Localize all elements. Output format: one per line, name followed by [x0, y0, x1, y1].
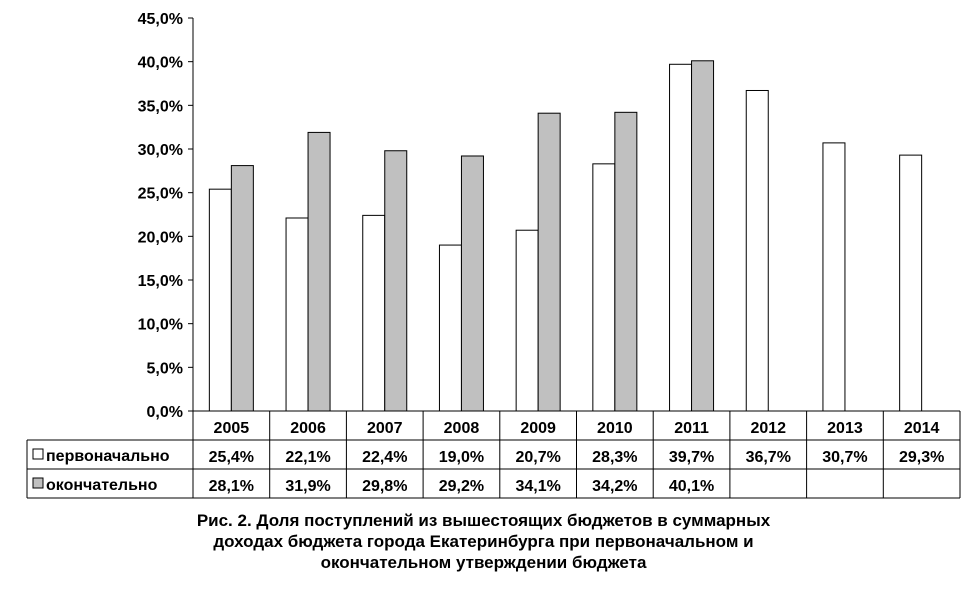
data-label-initial: 25,4% — [209, 449, 254, 466]
bar-final — [460, 155, 484, 412]
data-label-initial: 20,7% — [515, 449, 560, 466]
data-label-final: 29,8% — [362, 478, 407, 495]
y-tick-label: 10,0% — [138, 317, 183, 334]
data-label-final: 34,2% — [592, 478, 637, 495]
caption-line-2: доходах бюджета города Екатеринбурга при… — [213, 532, 754, 551]
x-category-label: 2008 — [444, 420, 480, 437]
x-category-label: 2005 — [214, 420, 250, 437]
data-label-final: 40,1% — [669, 478, 714, 495]
bar-initial — [362, 214, 386, 412]
bar-final — [307, 131, 331, 412]
x-category-label: 2010 — [597, 420, 633, 437]
x-category-label: 2006 — [290, 420, 326, 437]
data-label-initial: 22,4% — [362, 449, 407, 466]
data-label-initial: 29,3% — [899, 449, 944, 466]
y-tick-label: 45,0% — [138, 11, 183, 28]
bar-final — [230, 165, 254, 412]
bar-initial — [899, 154, 923, 412]
y-tick-label: 15,0% — [138, 273, 183, 290]
y-tick-label: 0,0% — [147, 404, 183, 421]
data-label-final: 34,1% — [515, 478, 560, 495]
bar-initial — [822, 142, 846, 412]
x-category-label: 2014 — [904, 420, 940, 437]
bar-initial — [208, 188, 232, 412]
caption-line-3: окончательном утверждении бюджета — [320, 553, 647, 572]
data-label-initial: 39,7% — [669, 449, 714, 466]
y-tick-label: 40,0% — [138, 55, 183, 72]
x-category-label: 2013 — [827, 420, 863, 437]
y-tick-label: 30,0% — [138, 142, 183, 159]
bar-initial — [592, 163, 616, 412]
y-tick-label: 5,0% — [147, 360, 183, 377]
legend-label-initial: первоначально — [46, 448, 170, 465]
data-label-initial: 36,7% — [746, 449, 791, 466]
data-label-initial: 22,1% — [285, 449, 330, 466]
x-category-label: 2011 — [674, 420, 709, 437]
x-category-label: 2009 — [520, 420, 556, 437]
data-label-initial: 28,3% — [592, 449, 637, 466]
data-label-final: 31,9% — [285, 478, 330, 495]
bar-final — [384, 150, 408, 412]
bar-final — [537, 112, 561, 412]
legend-label-final: окончательно — [46, 477, 158, 494]
bar-initial — [438, 244, 462, 412]
y-tick-label: 25,0% — [138, 186, 183, 203]
bar-initial — [745, 89, 769, 412]
bar-initial — [515, 229, 539, 412]
bar-initial — [285, 217, 309, 412]
y-tick-label: 35,0% — [138, 98, 183, 115]
data-label-initial: 19,0% — [439, 449, 484, 466]
bar-final — [691, 60, 715, 412]
data-label-final: 28,1% — [209, 478, 254, 495]
legend-key-final — [32, 477, 44, 489]
x-category-label: 2007 — [367, 420, 403, 437]
data-label-final: 29,2% — [439, 478, 484, 495]
legend-key-initial — [32, 448, 44, 460]
x-category-label: 2012 — [750, 420, 786, 437]
bar-chart: 0,0% 5,0% 10,0% 15,0% 20,0% 25,0% 30,0% 35,0% 40… — [26, 11, 961, 499]
data-label-initial: 30,7% — [822, 449, 867, 466]
figure-caption: Рис. 2. Доля поступлений из вышестоящих … — [0, 510, 967, 573]
bar-final — [614, 111, 638, 412]
bar-initial — [669, 63, 693, 412]
y-tick-label: 20,0% — [138, 229, 183, 246]
caption-line-1: Рис. 2. Доля поступлений из вышестоящих … — [196, 511, 771, 530]
